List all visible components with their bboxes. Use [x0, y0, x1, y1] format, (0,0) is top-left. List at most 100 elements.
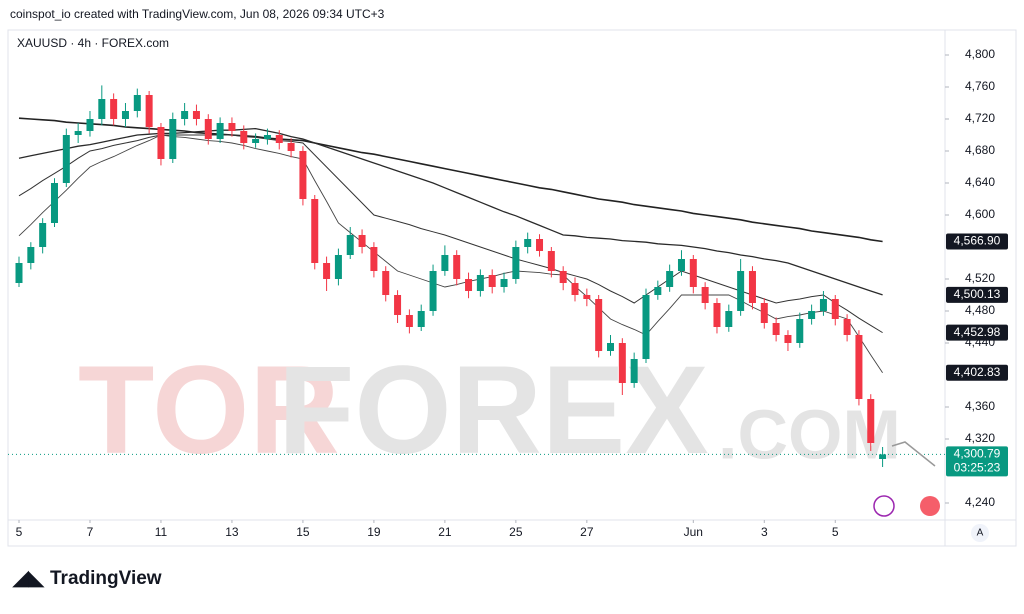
projection-arrow	[891, 441, 936, 467]
candle-body	[796, 319, 804, 343]
candle-body	[394, 295, 402, 315]
candle-body	[500, 279, 508, 287]
candle-body	[62, 135, 70, 183]
y-tick-label: 4,520	[965, 271, 995, 285]
candle-body	[819, 299, 827, 311]
candle-body	[536, 239, 544, 251]
moving-average	[18, 127, 883, 296]
y-tick-label: 4,760	[965, 79, 995, 93]
auto-label: A	[977, 528, 984, 539]
candle-body	[405, 315, 413, 327]
symbol: XAUUSD · 4h · FOREX.com	[17, 36, 169, 50]
credit: coinspot_io created with TradingView.com…	[10, 7, 385, 21]
y-tick-label: 4,480	[965, 303, 995, 317]
candle-body	[157, 127, 165, 159]
candle-body	[240, 131, 248, 143]
price-tag-label: 4,402.83	[954, 365, 1001, 379]
price-tag	[946, 233, 1008, 250]
candle-body	[855, 335, 863, 399]
candle-body	[169, 119, 177, 159]
x-tick-label: 5	[832, 525, 839, 539]
candle-body	[630, 359, 638, 383]
candle-body	[441, 255, 449, 271]
moving-average	[18, 134, 883, 373]
candle-body	[133, 95, 141, 111]
price-tag-label: 4,452.98	[954, 325, 1001, 339]
candle-body	[488, 275, 496, 287]
x-tick-label: Jun	[684, 525, 703, 539]
candle-body	[689, 259, 697, 287]
x-tick-label: 11	[155, 525, 168, 539]
candle-body	[417, 311, 425, 327]
candle-body	[204, 119, 212, 139]
candle-body	[524, 239, 532, 247]
candle-body	[50, 183, 58, 223]
candle-body	[27, 247, 35, 263]
candle-body	[382, 271, 390, 295]
candle-body	[453, 255, 461, 279]
candle-body	[677, 259, 685, 271]
tv-logo: ◢◣	[12, 567, 45, 589]
candle-body	[346, 235, 354, 255]
x-tick-label: 21	[438, 525, 452, 539]
frame	[7, 29, 1017, 547]
candle-body	[748, 271, 756, 303]
candle-body	[145, 95, 153, 127]
candle-body	[299, 151, 307, 199]
candle-body	[476, 275, 484, 291]
candle-body	[228, 123, 236, 131]
watermark-forex: FOREX	[278, 341, 709, 480]
candle-body	[287, 143, 295, 151]
price-tag-label: 4,500.13	[954, 287, 1001, 301]
candle-body	[808, 311, 816, 319]
y-tick-label: 4,680	[965, 143, 995, 157]
price-tag	[946, 364, 1008, 381]
x-tick-label: 15	[296, 525, 310, 539]
candle-body	[784, 335, 792, 343]
candle-body	[843, 319, 851, 335]
candle-body	[666, 271, 674, 287]
candle-body	[760, 303, 768, 323]
plot: 4,2404,3204,3604,4404,4804,5204,6004,640…	[8, 47, 1008, 539]
price-tag	[946, 324, 1008, 341]
y-tick-label: 4,360	[965, 399, 995, 413]
candle-body	[252, 139, 260, 143]
candle-body	[879, 454, 887, 459]
flag-icon[interactable]	[920, 496, 940, 516]
price-tag-label: 4,566.90	[954, 234, 1001, 248]
x-tick-label: 7	[87, 525, 94, 539]
last-price-tag	[946, 446, 1008, 477]
candle-body	[465, 279, 473, 291]
candle-body	[15, 263, 23, 283]
candle-body	[571, 283, 579, 295]
candle-body	[831, 299, 839, 319]
y-tick-label: 4,640	[965, 175, 995, 189]
candle-body	[701, 287, 709, 303]
y-tick-label: 4,600	[965, 207, 995, 221]
candle-body	[618, 343, 626, 383]
candle-body	[110, 99, 118, 119]
candle-body	[642, 295, 650, 359]
candle-body	[311, 199, 319, 263]
candle-body	[725, 311, 733, 327]
candle-body	[583, 295, 591, 299]
candle-body	[323, 263, 331, 279]
y-tick-label: 4,800	[965, 47, 995, 61]
flash-icon[interactable]	[873, 495, 895, 517]
candle-body	[559, 271, 567, 283]
candle-body	[713, 303, 721, 327]
brand: TradingView	[50, 568, 162, 589]
auto-button[interactable]	[971, 524, 989, 542]
candle-body	[654, 287, 662, 295]
candle-body	[370, 247, 378, 271]
y-tick-label: 4,320	[965, 431, 995, 445]
candle-body	[607, 343, 614, 351]
candle-body	[512, 247, 520, 279]
candle-body	[595, 299, 603, 351]
candle-body	[192, 111, 200, 119]
candle-body	[263, 135, 271, 139]
candle-body	[121, 111, 129, 119]
candle-body	[181, 111, 189, 119]
